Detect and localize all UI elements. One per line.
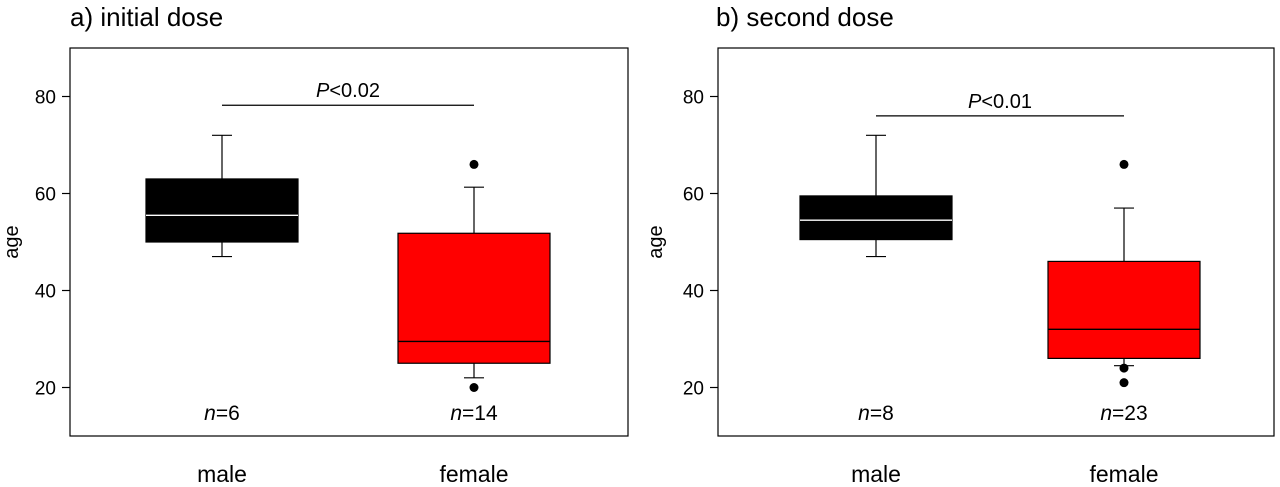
y-axis-title: age <box>645 225 667 258</box>
p-value: <0.02 <box>329 80 380 102</box>
box-male: n=8 <box>799 134 953 425</box>
box-male: n=6 <box>145 134 299 425</box>
significance-label: P<0.01 <box>968 91 1032 113</box>
y-tick-label: 20 <box>683 379 704 400</box>
box-body <box>145 178 299 243</box>
x-category-label: male <box>851 461 901 487</box>
y-tick-label: 80 <box>683 88 704 109</box>
outlier-point <box>1119 363 1129 373</box>
sample-size-value: =8 <box>870 402 894 425</box>
box-body <box>1047 260 1201 359</box>
x-category-label: male <box>197 461 247 487</box>
sample-size-value: =23 <box>1112 402 1148 425</box>
sample-size-n: n <box>450 402 462 425</box>
sample-size-value: =6 <box>216 402 240 425</box>
sample-size-n: n <box>858 402 870 425</box>
plot-frame <box>69 47 629 437</box>
sample-size-n: n <box>204 402 216 425</box>
y-tick-label: 40 <box>35 282 56 303</box>
x-category-label: female <box>439 461 508 487</box>
sample-size-n: n <box>1100 402 1112 425</box>
box-female: n=23 <box>1047 159 1201 425</box>
plot-frame <box>717 47 1275 437</box>
y-tick-label: 60 <box>35 185 56 206</box>
sample-size-value: =14 <box>462 402 498 425</box>
y-axis-title: age <box>1 225 23 258</box>
outlier-point <box>1119 378 1129 388</box>
y-tick-label: 60 <box>683 185 704 206</box>
outlier-point <box>1119 159 1129 169</box>
p-symbol: P <box>316 80 330 102</box>
p-symbol: P <box>968 91 982 113</box>
chart-title: b) second dose <box>716 2 894 32</box>
y-tick-label: 80 <box>35 88 56 109</box>
y-tick-label: 40 <box>683 282 704 303</box>
chart-title: a) initial dose <box>70 2 223 32</box>
outlier-point <box>469 383 479 392</box>
x-category-label: female <box>1089 461 1158 487</box>
outlier-point <box>469 159 479 169</box>
box-body <box>799 195 953 241</box>
sample-size-label: n=6 <box>204 402 240 425</box>
box-body <box>397 232 551 364</box>
y-tick-label: 20 <box>35 379 56 400</box>
sample-size-label: n=14 <box>450 402 498 425</box>
sample-size-label: n=8 <box>858 402 894 425</box>
p-value: <0.01 <box>981 91 1032 113</box>
significance-label: P<0.02 <box>316 80 380 102</box>
box-female: n=14 <box>397 159 551 425</box>
sample-size-label: n=23 <box>1100 402 1147 425</box>
